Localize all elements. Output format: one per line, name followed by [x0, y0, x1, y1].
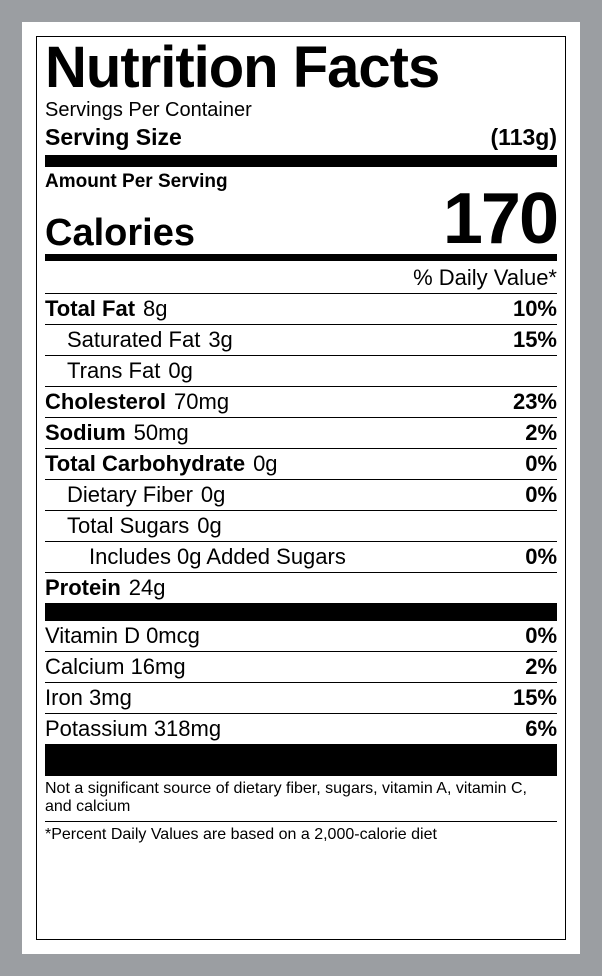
row-iron: Iron 3mg 15% [45, 683, 557, 714]
nutrient-name: Dietary Fiber [67, 482, 193, 508]
footnote-dv-basis: *Percent Daily Values are based on a 2,0… [45, 822, 557, 844]
row-added-sugars: Includes 0g Added Sugars 0% [45, 542, 557, 573]
nutrient-name: Vitamin D 0mcg [45, 623, 200, 649]
divider-black [45, 603, 557, 621]
nutrient-dv: 6% [525, 716, 557, 742]
nutrition-facts-box: Nutrition Facts Servings Per Container S… [36, 36, 566, 940]
nutrient-dv: 0% [525, 623, 557, 649]
nutrient-dv: 2% [525, 420, 557, 446]
nutrient-amount: 50mg [134, 420, 189, 446]
nutrient-name: Saturated Fat [67, 327, 200, 353]
nutrient-name: Sodium [45, 420, 126, 446]
nutrient-amount: 70mg [174, 389, 229, 415]
nutrient-amount: 0g [201, 482, 225, 508]
nutrient-name: Potassium 318mg [45, 716, 221, 742]
footnote-not-significant: Not a significant source of dietary fibe… [45, 776, 557, 822]
nutrient-name: Calcium 16mg [45, 654, 186, 680]
nutrient-dv: 0% [525, 544, 557, 570]
nutrient-amount: 0g [168, 358, 192, 384]
row-sodium: Sodium 50mg 2% [45, 418, 557, 449]
nutrient-name: Total Carbohydrate [45, 451, 245, 477]
nutrient-name: Trans Fat [67, 358, 160, 384]
row-saturated-fat: Saturated Fat 3g 15% [45, 325, 557, 356]
row-cholesterol: Cholesterol 70mg 23% [45, 387, 557, 418]
nutrient-name: Protein [45, 575, 121, 601]
row-calcium: Calcium 16mg 2% [45, 652, 557, 683]
nutrient-amount: 24g [129, 575, 166, 601]
nutrient-name: Total Fat [45, 296, 135, 322]
calories-value: 170 [443, 187, 557, 252]
nutrient-amount: 8g [143, 296, 167, 322]
serving-size-row: Serving Size (113g) [45, 124, 557, 151]
serving-size-label: Serving Size [45, 124, 182, 151]
row-dietary-fiber: Dietary Fiber 0g 0% [45, 480, 557, 511]
nutrient-amount: 3g [208, 327, 232, 353]
nutrient-dv: 15% [513, 685, 557, 711]
row-total-sugars: Total Sugars 0g [45, 511, 557, 542]
row-total-carbohydrate: Total Carbohydrate 0g 0% [45, 449, 557, 480]
nutrient-dv: 10% [513, 296, 557, 322]
serving-size-value: (113g) [491, 124, 557, 151]
nutrient-name: Cholesterol [45, 389, 166, 415]
title: Nutrition Facts [45, 39, 557, 97]
row-total-fat: Total Fat 8g 10% [45, 294, 557, 325]
nutrient-name: Total Sugars [67, 513, 189, 539]
divider-black-large [45, 744, 557, 776]
daily-value-heading: % Daily Value* [45, 265, 557, 294]
row-trans-fat: Trans Fat 0g [45, 356, 557, 387]
nutrient-dv: 0% [525, 451, 557, 477]
nutrient-dv: 15% [513, 327, 557, 353]
row-potassium: Potassium 318mg 6% [45, 714, 557, 744]
row-protein: Protein 24g [45, 573, 557, 603]
nutrient-dv: 23% [513, 389, 557, 415]
nutrient-name: Iron 3mg [45, 685, 132, 711]
divider-thick [45, 155, 557, 167]
nutrition-facts-panel: Nutrition Facts Servings Per Container S… [22, 22, 580, 954]
nutrient-amount: 0g [197, 513, 221, 539]
nutrient-dv: 0% [525, 482, 557, 508]
calories-label: Calories [45, 214, 195, 252]
row-vitamin-d: Vitamin D 0mcg 0% [45, 621, 557, 652]
nutrient-name: Includes 0g Added Sugars [89, 544, 346, 570]
servings-per-container: Servings Per Container [45, 99, 557, 122]
nutrient-dv: 2% [525, 654, 557, 680]
calories-row: Calories 170 [45, 187, 557, 252]
nutrient-amount: 0g [253, 451, 277, 477]
